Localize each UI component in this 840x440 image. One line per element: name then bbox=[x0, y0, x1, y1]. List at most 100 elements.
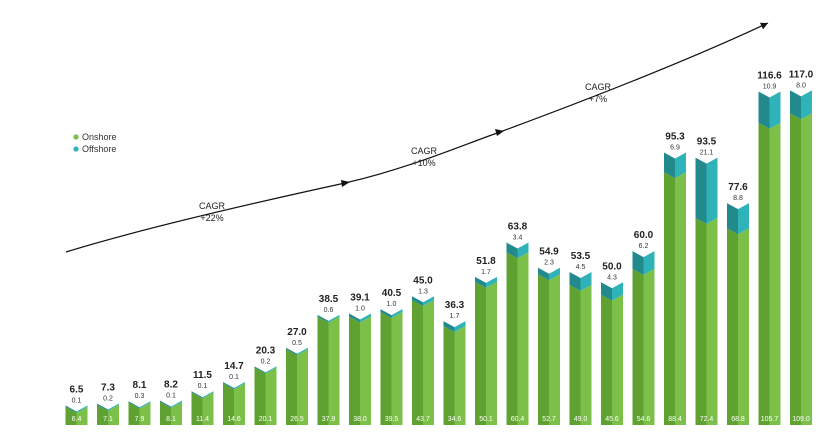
offshore-value-label: 8.0 bbox=[796, 82, 806, 89]
offshore-value-label: 1.0 bbox=[387, 301, 397, 308]
onshore-bar-right bbox=[265, 367, 277, 425]
onshore-value-label: 43.7 bbox=[416, 416, 430, 423]
offshore-bar-right bbox=[202, 391, 214, 399]
onshore-value-label: 37.9 bbox=[322, 416, 336, 423]
total-label: 14.7 bbox=[224, 361, 244, 372]
onshore-bar-left bbox=[758, 122, 770, 425]
offshore-bar-left bbox=[160, 400, 171, 408]
onshore-value-label: 49.0 bbox=[574, 416, 588, 423]
onshore-bar-left bbox=[191, 392, 203, 425]
total-label: 39.1 bbox=[350, 292, 370, 303]
onshore-bar-left bbox=[538, 274, 549, 425]
total-label: 93.5 bbox=[697, 137, 717, 148]
offshore-bar-right bbox=[801, 90, 812, 120]
total-label: 60.0 bbox=[634, 230, 654, 241]
onshore-bar-left bbox=[286, 349, 297, 425]
legend-onshore-swatch bbox=[73, 134, 79, 140]
onshore-value-label: 7.1 bbox=[103, 416, 113, 423]
onshore-value-label: 60.4 bbox=[511, 416, 525, 423]
onshore-value-label: 39.5 bbox=[385, 416, 399, 423]
offshore-value-label: 6.9 bbox=[670, 144, 680, 151]
offshore-bar-left bbox=[569, 271, 581, 291]
onshore-bar-left bbox=[569, 284, 581, 425]
legend-onshore-label: Onshore bbox=[82, 132, 117, 142]
onshore-bar-left bbox=[506, 252, 518, 425]
offshore-bar-left bbox=[380, 309, 392, 319]
total-label: 77.6 bbox=[728, 182, 748, 193]
offshore-bar-left bbox=[727, 203, 738, 235]
trend-arrow bbox=[65, 22, 769, 253]
offshore-value-label: 0.2 bbox=[103, 395, 113, 402]
offshore-value-label: 4.5 bbox=[576, 264, 586, 271]
offshore-bar-right bbox=[171, 400, 182, 408]
onshore-bar-right bbox=[486, 281, 497, 425]
offshore-value-label: 8.8 bbox=[733, 195, 743, 202]
total-label: 40.5 bbox=[382, 288, 402, 299]
total-label: 6.5 bbox=[70, 384, 84, 395]
offshore-bar-left bbox=[601, 282, 612, 301]
onshore-value-label: 14.6 bbox=[227, 416, 241, 423]
offshore-bar-left bbox=[349, 313, 360, 323]
offshore-bar-right bbox=[549, 267, 560, 281]
offshore-value-label: 0.3 bbox=[135, 393, 145, 400]
offshore-bar-left bbox=[223, 382, 234, 390]
total-label: 63.8 bbox=[508, 222, 528, 233]
total-label: 53.5 bbox=[571, 251, 591, 262]
offshore-bar-left bbox=[128, 401, 140, 409]
offshore-value-label: 1.3 bbox=[418, 288, 428, 295]
legend-offshore-swatch bbox=[73, 146, 79, 152]
offshore-value-label: 0.1 bbox=[72, 397, 82, 404]
onshore-bar-left bbox=[412, 300, 423, 425]
offshore-bar-right bbox=[234, 382, 245, 390]
onshore-bar-right bbox=[328, 316, 340, 425]
onshore-value-label: 26.5 bbox=[290, 416, 304, 423]
offshore-bar-left bbox=[632, 251, 644, 275]
offshore-bar-right bbox=[139, 401, 151, 409]
offshore-value-label: 21.1 bbox=[700, 150, 714, 157]
onshore-bar-left bbox=[727, 228, 738, 425]
onshore-bar-right bbox=[517, 252, 529, 425]
onshore-value-label: 105.7 bbox=[761, 416, 779, 423]
onshore-bar-right bbox=[769, 122, 781, 425]
onshore-bar-right bbox=[76, 406, 88, 425]
offshore-value-label: 0.6 bbox=[324, 307, 334, 314]
onshore-bar-right bbox=[139, 402, 151, 425]
onshore-bar-right bbox=[360, 316, 371, 425]
onshore-bar-right bbox=[580, 284, 592, 425]
onshore-value-label: 50.1 bbox=[479, 416, 493, 423]
onshore-bar-right bbox=[706, 217, 718, 425]
onshore-bar-right bbox=[171, 401, 182, 425]
onshore-bar-left bbox=[632, 268, 644, 425]
offshore-bar-left bbox=[191, 391, 203, 399]
total-label: 117.0 bbox=[789, 69, 814, 80]
onshore-value-label: 88.4 bbox=[668, 416, 682, 423]
offshore-value-label: 0.1 bbox=[229, 374, 239, 381]
offshore-bar-left bbox=[254, 366, 266, 374]
offshore-bar-left bbox=[412, 296, 423, 307]
offshore-bar-left bbox=[538, 267, 549, 281]
total-label: 11.5 bbox=[193, 370, 212, 381]
onshore-bar-left bbox=[160, 401, 171, 425]
offshore-bar-left bbox=[65, 405, 77, 413]
offshore-bar-left bbox=[317, 314, 329, 323]
onshore-bar-left bbox=[475, 281, 486, 425]
offshore-value-label: 1.7 bbox=[450, 313, 460, 320]
offshore-value-label: 0.1 bbox=[198, 383, 208, 390]
onshore-bar-right bbox=[391, 312, 403, 425]
offshore-bar-right bbox=[580, 271, 592, 291]
total-label: 50.0 bbox=[602, 261, 622, 272]
onshore-bar-right bbox=[612, 294, 623, 425]
onshore-value-label: 34.6 bbox=[448, 416, 462, 423]
onshore-bar-right bbox=[549, 274, 560, 425]
offshore-bar-right bbox=[769, 91, 781, 129]
onshore-bar-right bbox=[297, 349, 308, 425]
bars: 6.5 0.1 6.4 7.3 0.2 7.1 8.1 0.3 7.9 8.2 0.1 8.1 11.5… bbox=[65, 69, 814, 425]
offshore-bar-right bbox=[706, 157, 718, 224]
offshore-bar-right bbox=[423, 296, 434, 307]
offshore-value-label: 1.0 bbox=[355, 305, 365, 312]
offshore-bar-right bbox=[517, 242, 529, 259]
offshore-bar-right bbox=[738, 203, 749, 235]
onshore-bar-left bbox=[223, 383, 234, 425]
onshore-bar-left bbox=[443, 326, 455, 425]
